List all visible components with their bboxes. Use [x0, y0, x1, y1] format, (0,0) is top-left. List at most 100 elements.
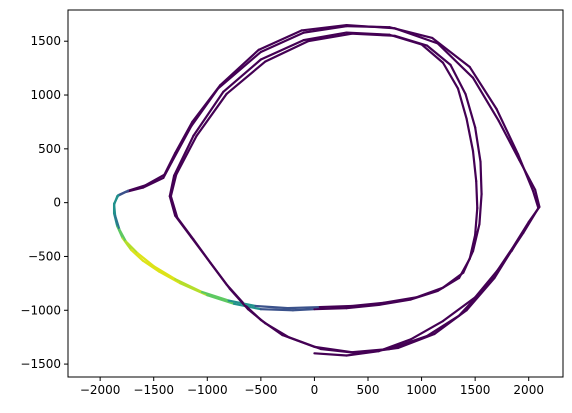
trajectory-segment	[225, 60, 267, 96]
trajectory-segment	[124, 240, 139, 255]
trajectory-segment	[264, 322, 290, 339]
y-tick-label: 0	[53, 196, 61, 210]
plot-area	[68, 10, 563, 377]
trajectory-segment	[170, 125, 193, 163]
trajectory-segment	[497, 119, 521, 161]
trajectory-segment	[302, 25, 348, 34]
trajectory-segment	[302, 31, 348, 42]
trajectory-segment	[191, 84, 222, 124]
trajectory-segment	[152, 265, 177, 281]
trajectory-segment	[136, 252, 155, 268]
trajectory-segment	[259, 39, 305, 61]
trajectory-segment	[350, 301, 386, 308]
trajectory-segment	[415, 286, 445, 299]
y-tick-label: −500	[28, 249, 61, 263]
trajectory-segment	[345, 23, 396, 30]
y-tick-label: −1000	[20, 303, 61, 317]
trajectory-segment	[172, 134, 195, 177]
trajectory-segment	[254, 304, 289, 310]
x-tick-label: −2000	[80, 383, 121, 397]
trajectory-segment	[174, 120, 194, 155]
trajectory-segment	[246, 308, 267, 325]
trajectory-segment	[141, 259, 161, 273]
trajectory-segment	[126, 184, 147, 192]
trajectory-segment	[259, 31, 305, 54]
trajectory-segment	[474, 206, 479, 237]
trajectory-segment	[169, 195, 179, 219]
trajectory-segment	[465, 117, 475, 153]
trajectory-segment	[117, 189, 130, 197]
trajectory-segment	[420, 43, 445, 64]
x-tick-label: 500	[357, 383, 380, 397]
trajectory-segment	[474, 126, 482, 163]
trajectory-segment	[358, 346, 400, 355]
trajectory-segment	[393, 34, 429, 47]
trajectory-segment	[163, 152, 177, 176]
trajectory-segment	[228, 287, 250, 311]
trajectory-segment	[479, 160, 483, 196]
trajectory-segment	[130, 248, 145, 262]
trajectory-segment	[176, 216, 195, 241]
y-tick-label: 1500	[30, 34, 61, 48]
trajectory-segment	[350, 32, 396, 37]
x-tick-label: 2000	[513, 383, 544, 397]
trajectory-segment	[222, 58, 262, 93]
trajectory-segment	[144, 173, 166, 187]
trajectory-segment	[168, 174, 176, 198]
trajectory-segment	[306, 32, 354, 43]
trajectory-segment	[174, 277, 204, 294]
trajectory-segment	[449, 63, 467, 96]
trajectory-segment	[475, 180, 479, 210]
plot-frame	[67, 9, 564, 378]
trajectory-segment	[112, 194, 120, 205]
trajectory-segment	[441, 296, 477, 323]
trajectory-segment	[527, 205, 541, 224]
trajectory-segment	[169, 173, 178, 198]
trajectory-segment	[287, 336, 322, 351]
y-axis: −1500 −1000 −500 0 500 1000 1500	[20, 34, 68, 371]
x-tick-label: 0	[311, 383, 319, 397]
trajectory-segment	[464, 92, 477, 129]
x-tick-label: 1500	[460, 383, 491, 397]
trajectory-segment	[393, 27, 439, 45]
trajectory-segment	[206, 294, 236, 305]
trajectory-segment	[114, 214, 121, 231]
trajectory-segment	[471, 149, 478, 183]
trajectory-segment	[291, 308, 316, 312]
trajectory-segment	[157, 270, 182, 285]
trajectory-segment	[465, 276, 496, 312]
trajectory-segment	[200, 290, 230, 302]
trajectory-segment	[441, 61, 460, 90]
trajectory-segment	[377, 298, 412, 306]
trajectory-segment	[118, 228, 127, 243]
trajectory-series	[112, 23, 541, 357]
trajectory-segment	[471, 76, 500, 122]
trajectory-segment	[112, 202, 117, 217]
trajectory-segment	[396, 332, 436, 350]
y-tick-label: −1500	[20, 357, 61, 371]
trajectory-segment	[478, 192, 483, 226]
trajectory-segment	[195, 92, 228, 138]
y-tick-label: 500	[38, 142, 61, 156]
x-tick-label: −1500	[133, 383, 174, 397]
trajectory-segment	[517, 158, 537, 191]
trajectory-segment	[264, 40, 310, 63]
trajectory-segment	[219, 48, 260, 87]
trajectory-segment	[495, 107, 520, 156]
trajectory-segment	[471, 223, 481, 253]
trajectory-segment	[345, 303, 380, 310]
x-tick-label: 1000	[406, 383, 437, 397]
trajectory-segment	[382, 296, 418, 304]
trajectory-segment	[468, 65, 498, 111]
trajectory-segment	[209, 261, 231, 290]
x-tick-label: −1000	[187, 383, 228, 397]
trajectory-segment	[441, 271, 465, 289]
y-tick-label: 1000	[30, 88, 61, 102]
trajectory-segment	[409, 319, 445, 341]
trajectory-segment	[319, 347, 361, 355]
trajectory-segment	[257, 29, 303, 51]
trajectory-segment	[318, 304, 354, 309]
trajectory-segment	[433, 309, 468, 336]
trajectory-segment	[531, 189, 540, 210]
x-axis: −2000 −1500 −1000 −500 0 500 1000 1500 2000	[80, 377, 544, 397]
